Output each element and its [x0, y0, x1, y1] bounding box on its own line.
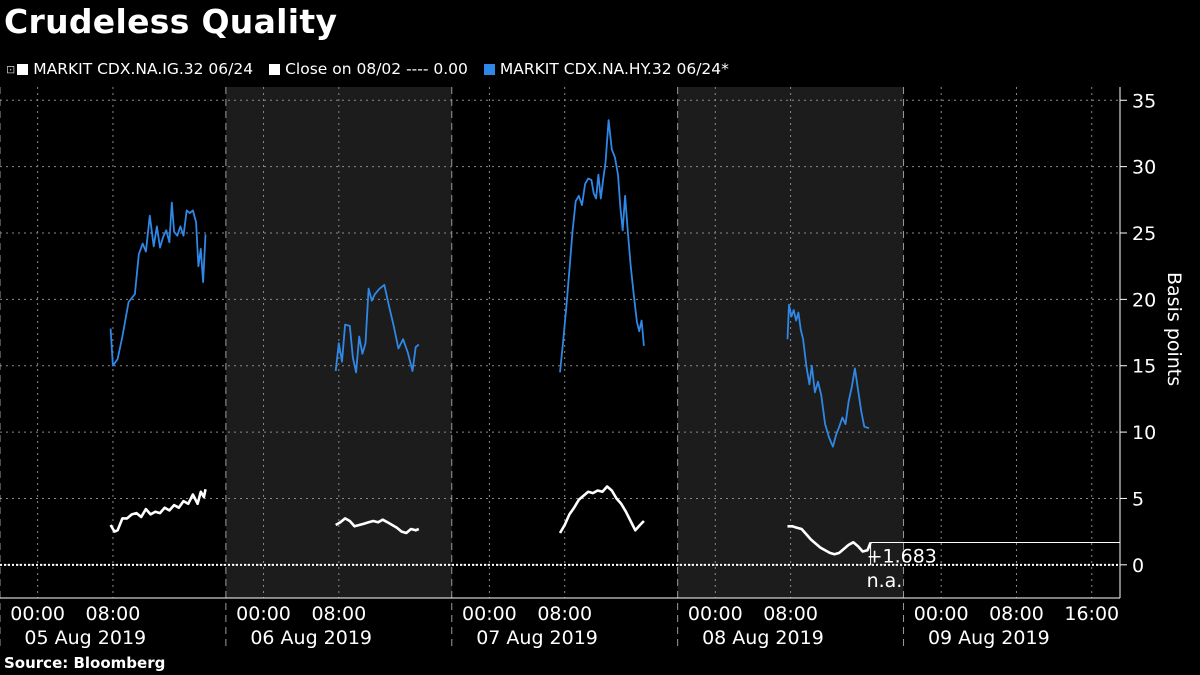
- series-ig-line: [335, 517, 420, 535]
- source-note: Source: Bloomberg: [4, 654, 166, 672]
- y-tick-label: 0: [1132, 555, 1144, 577]
- legend-label-ig: MARKIT CDX.NA.IG.32 06/24: [33, 60, 254, 78]
- x-tick-label: 00:00: [462, 603, 517, 625]
- y-axis-label: Basis points: [1163, 272, 1185, 387]
- shaded-day-band: [677, 87, 904, 598]
- x-tick-label: 00:00: [688, 603, 743, 625]
- x-tick-label: 08:00: [537, 603, 592, 625]
- legend-item-hy: MARKIT CDX.NA.HY.32 06/24*: [483, 60, 729, 78]
- annotation-last-value: +1.683: [867, 545, 937, 567]
- y-tick-label: 35: [1132, 90, 1156, 112]
- legend-label-hy: MARKIT CDX.NA.HY.32 06/24*: [499, 60, 729, 78]
- series-ig-line: [787, 525, 872, 556]
- y-tick-label: 5: [1132, 488, 1144, 510]
- series-hy-line: [786, 303, 870, 448]
- x-tick-label: 00:00: [914, 603, 969, 625]
- y-tick-label: 20: [1132, 289, 1156, 311]
- x-day-label: 09 Aug 2019: [928, 627, 1050, 649]
- y-tick-label: 15: [1132, 356, 1156, 378]
- x-tick-label: 08:00: [86, 603, 141, 625]
- x-tick-label: 08:00: [763, 603, 818, 625]
- legend-swatch-close: [269, 63, 281, 75]
- pin-icon: ⊡: [6, 62, 16, 76]
- x-tick-label: 00:00: [10, 603, 65, 625]
- annotation-close-value: n.a.: [867, 570, 903, 592]
- x-tick-label: 08:00: [989, 603, 1044, 625]
- chart-title: Crudeless Quality: [4, 2, 338, 41]
- legend-item-ig: ⊡ MARKIT CDX.NA.IG.32 06/24: [6, 60, 253, 78]
- legend-swatch-hy: [483, 63, 495, 75]
- x-day-label: 08 Aug 2019: [702, 627, 824, 649]
- y-tick-label: 25: [1132, 223, 1156, 245]
- x-tick-label: 08:00: [311, 603, 366, 625]
- series-hy-line: [334, 283, 420, 374]
- x-day-label: 06 Aug 2019: [250, 627, 372, 649]
- y-tick-label: 10: [1132, 422, 1156, 444]
- legend-swatch-ig: [17, 63, 29, 75]
- series-hy-line: [559, 119, 645, 373]
- x-day-label: 05 Aug 2019: [24, 627, 146, 649]
- y-tick-label: 30: [1132, 157, 1156, 179]
- legend: ⊡ MARKIT CDX.NA.IG.32 06/24 Close on 08/…: [6, 60, 745, 78]
- series-ig-line: [558, 485, 645, 534]
- legend-item-close: Close on 08/02 ---- 0.00: [269, 60, 468, 78]
- x-tick-label: 00:00: [236, 603, 291, 625]
- series-hy-line: [109, 201, 207, 367]
- x-day-label: 07 Aug 2019: [476, 627, 598, 649]
- series-ig-line: [109, 488, 207, 533]
- legend-label-close: Close on 08/02 ---- 0.00: [285, 60, 468, 78]
- x-tick-label: 16:00: [1064, 603, 1119, 625]
